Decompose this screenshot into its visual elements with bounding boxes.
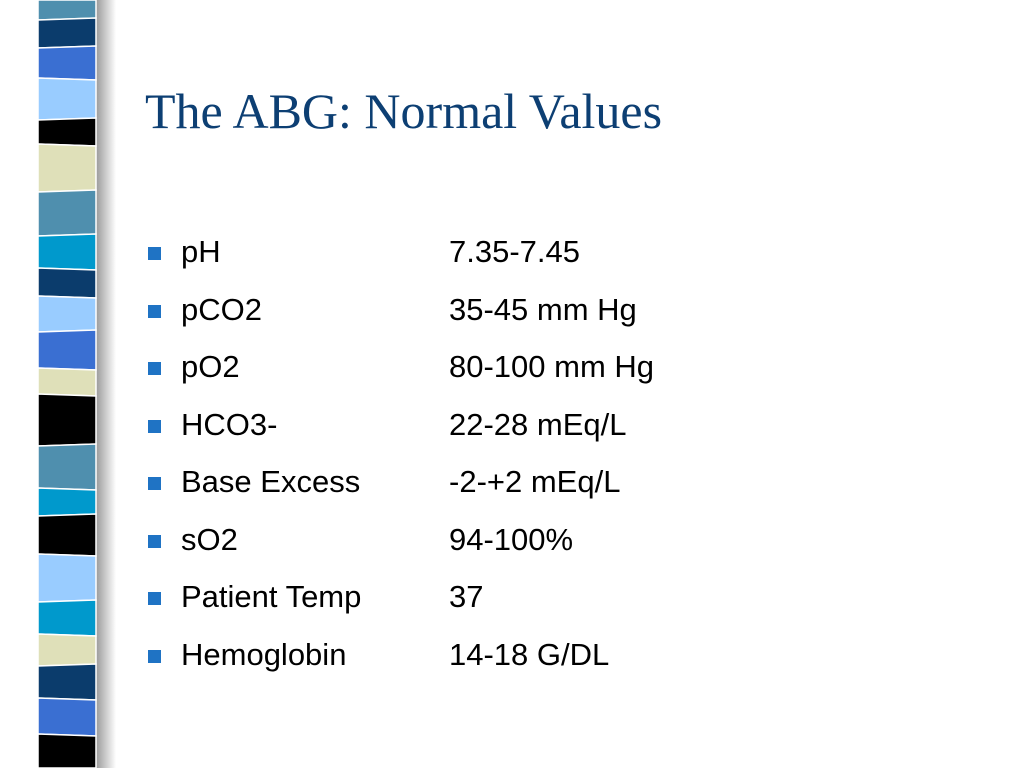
item-value: 14-18 G/DL xyxy=(449,636,610,672)
item-label: sO2 xyxy=(181,521,238,557)
slide-title: The ABG: Normal Values xyxy=(145,83,663,139)
item-label: pH xyxy=(181,234,221,269)
item-value: 37 xyxy=(449,579,484,614)
item-label: Base Excess xyxy=(181,464,361,499)
bullet xyxy=(148,304,161,318)
item-label: Patient Temp xyxy=(181,579,362,614)
item-label: pO2 xyxy=(181,349,240,384)
bullet xyxy=(148,247,161,260)
item-label: pCO2 xyxy=(181,291,262,327)
item-value: 7.35-7.45 xyxy=(449,234,580,269)
bullet xyxy=(148,592,161,605)
bullet xyxy=(148,419,161,433)
item-value: 80-100 mm Hg xyxy=(449,349,655,384)
bullet xyxy=(148,649,161,663)
bullet xyxy=(148,534,161,548)
item-value: 35-45 mm Hg xyxy=(449,291,637,327)
bullet xyxy=(148,477,161,490)
item-value: -2-+2 mEq/L xyxy=(449,464,621,499)
decorative-stripe xyxy=(37,0,116,768)
item-value: 94-100% xyxy=(449,521,574,557)
bullet xyxy=(148,362,161,375)
item-value: 22-28 mEq/L xyxy=(449,406,627,442)
item-label: Hemoglobin xyxy=(181,636,347,672)
item-label: HCO3- xyxy=(181,406,278,442)
